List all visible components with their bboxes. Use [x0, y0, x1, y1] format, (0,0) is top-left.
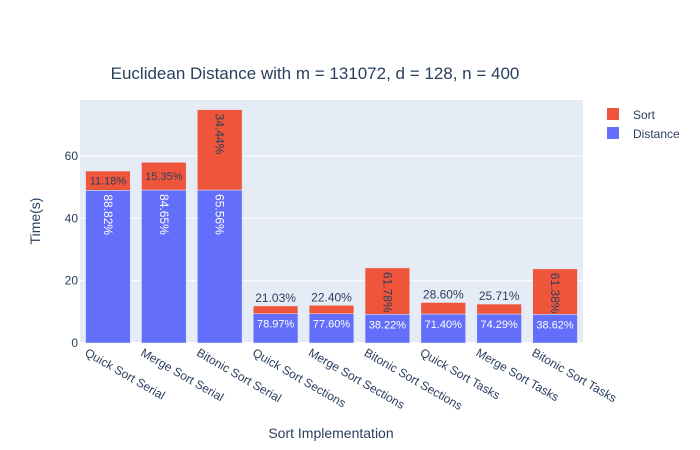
- data-label-sort: 11.18%: [90, 176, 127, 188]
- data-label-sort: 21.03%: [255, 291, 296, 305]
- data-label-sort: 28.60%: [423, 288, 464, 302]
- legend-label: Distance: [633, 127, 680, 141]
- y-tick-label: 20: [65, 274, 79, 288]
- data-label-distance: 65.56%: [213, 194, 227, 235]
- bar-sort-5[interactable]: [364, 267, 410, 315]
- bar-distance-1[interactable]: [141, 189, 187, 344]
- y-axis-title: Time(s): [27, 198, 43, 245]
- y-axis-ticks: 0 20 40 60: [65, 149, 79, 350]
- bar-sort-0[interactable]: [85, 170, 131, 191]
- bar-sort-3[interactable]: [253, 305, 299, 314]
- bar-sort-4[interactable]: [308, 305, 355, 314]
- y-tick-label: 40: [65, 211, 79, 225]
- bar-distance-3[interactable]: [253, 313, 299, 344]
- legend-item-distance[interactable]: Distance: [607, 127, 680, 141]
- bar-distance-2[interactable]: [197, 189, 243, 344]
- chart-title: Euclidean Distance with m = 131072, d = …: [111, 64, 520, 83]
- data-label-distance: 74.29%: [481, 319, 519, 331]
- bar-distance-0[interactable]: [85, 190, 131, 344]
- legend-item-sort[interactable]: Sort: [607, 108, 656, 122]
- data-label-sort: 61.78%: [380, 272, 394, 313]
- x-axis-title: Sort Implementation: [268, 425, 393, 441]
- legend-swatch-distance: [607, 127, 619, 139]
- data-label-distance: 84.65%: [157, 194, 171, 235]
- bar-sort-6[interactable]: [420, 302, 466, 315]
- bar-sort-7[interactable]: [476, 303, 522, 315]
- bar-sort-1[interactable]: [141, 162, 187, 191]
- data-label-distance: 71.40%: [425, 319, 463, 331]
- y-tick-label: 0: [71, 336, 78, 350]
- y-tick-label: 60: [65, 149, 79, 163]
- data-label-sort: 25.71%: [479, 289, 520, 303]
- data-label-distance: 88.82%: [101, 194, 115, 235]
- data-label-distance: 78.97%: [257, 319, 295, 331]
- data-label-sort: 22.40%: [311, 290, 352, 304]
- data-label-sort: 34.44%: [213, 114, 227, 155]
- bars: [85, 109, 578, 344]
- data-label-distance: 38.62%: [536, 319, 574, 331]
- data-label-distance: 38.22%: [369, 319, 407, 331]
- bar-sort-8[interactable]: [532, 268, 578, 315]
- x-tick-label: Quick Sort Sections: [250, 345, 348, 410]
- x-tick-label: Merge Sort Sections: [306, 345, 407, 411]
- data-label-sort: 61.38%: [548, 273, 562, 314]
- data-labels: 88.82% 11.18% 84.65% 15.35% 65.56% 34.44% 78.9…: [90, 114, 574, 332]
- bar-distance-7[interactable]: [476, 313, 522, 344]
- legend-label: Sort: [633, 108, 656, 122]
- x-tick-label: Bitonic Sort Sections: [362, 345, 465, 412]
- bar-sort-2[interactable]: [197, 109, 243, 191]
- legend-swatch-sort: [607, 108, 619, 120]
- bar-distance-4[interactable]: [308, 313, 355, 344]
- bar-distance-5[interactable]: [364, 314, 410, 344]
- data-label-sort: 15.35%: [145, 171, 183, 183]
- legend: Sort Distance: [607, 108, 680, 141]
- data-label-distance: 77.60%: [313, 319, 351, 331]
